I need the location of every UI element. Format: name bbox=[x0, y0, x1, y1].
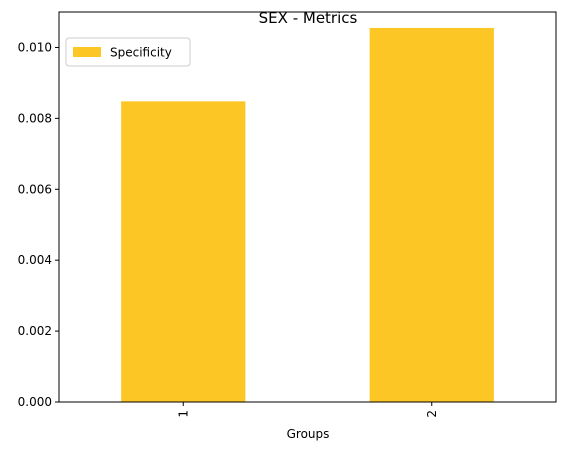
bar-2 bbox=[369, 27, 494, 402]
y-tick-label: 0.002 bbox=[18, 324, 52, 338]
chart-title: SEX - Metrics bbox=[259, 9, 358, 27]
y-tick-label: 0.004 bbox=[18, 253, 52, 267]
legend-label: Specificity bbox=[110, 46, 172, 60]
legend-box bbox=[65, 37, 191, 67]
x-axis-label: Groups bbox=[287, 427, 330, 441]
legend-swatch bbox=[73, 47, 101, 57]
x-tick-label: 2 bbox=[425, 410, 439, 418]
y-axis: 0.000 0.002 0.004 0.006 0.008 0.010 bbox=[18, 40, 59, 409]
bars-layer bbox=[121, 27, 494, 402]
y-tick-label: 0.008 bbox=[18, 111, 52, 125]
y-tick-label: 0.000 bbox=[18, 395, 52, 409]
bar-1 bbox=[121, 101, 246, 402]
y-tick-label: 0.010 bbox=[18, 40, 52, 54]
y-tick-label: 0.006 bbox=[18, 182, 52, 196]
x-tick-label: 1 bbox=[176, 410, 190, 418]
legend: Specificity bbox=[65, 37, 191, 67]
plot-frame bbox=[58, 11, 557, 403]
